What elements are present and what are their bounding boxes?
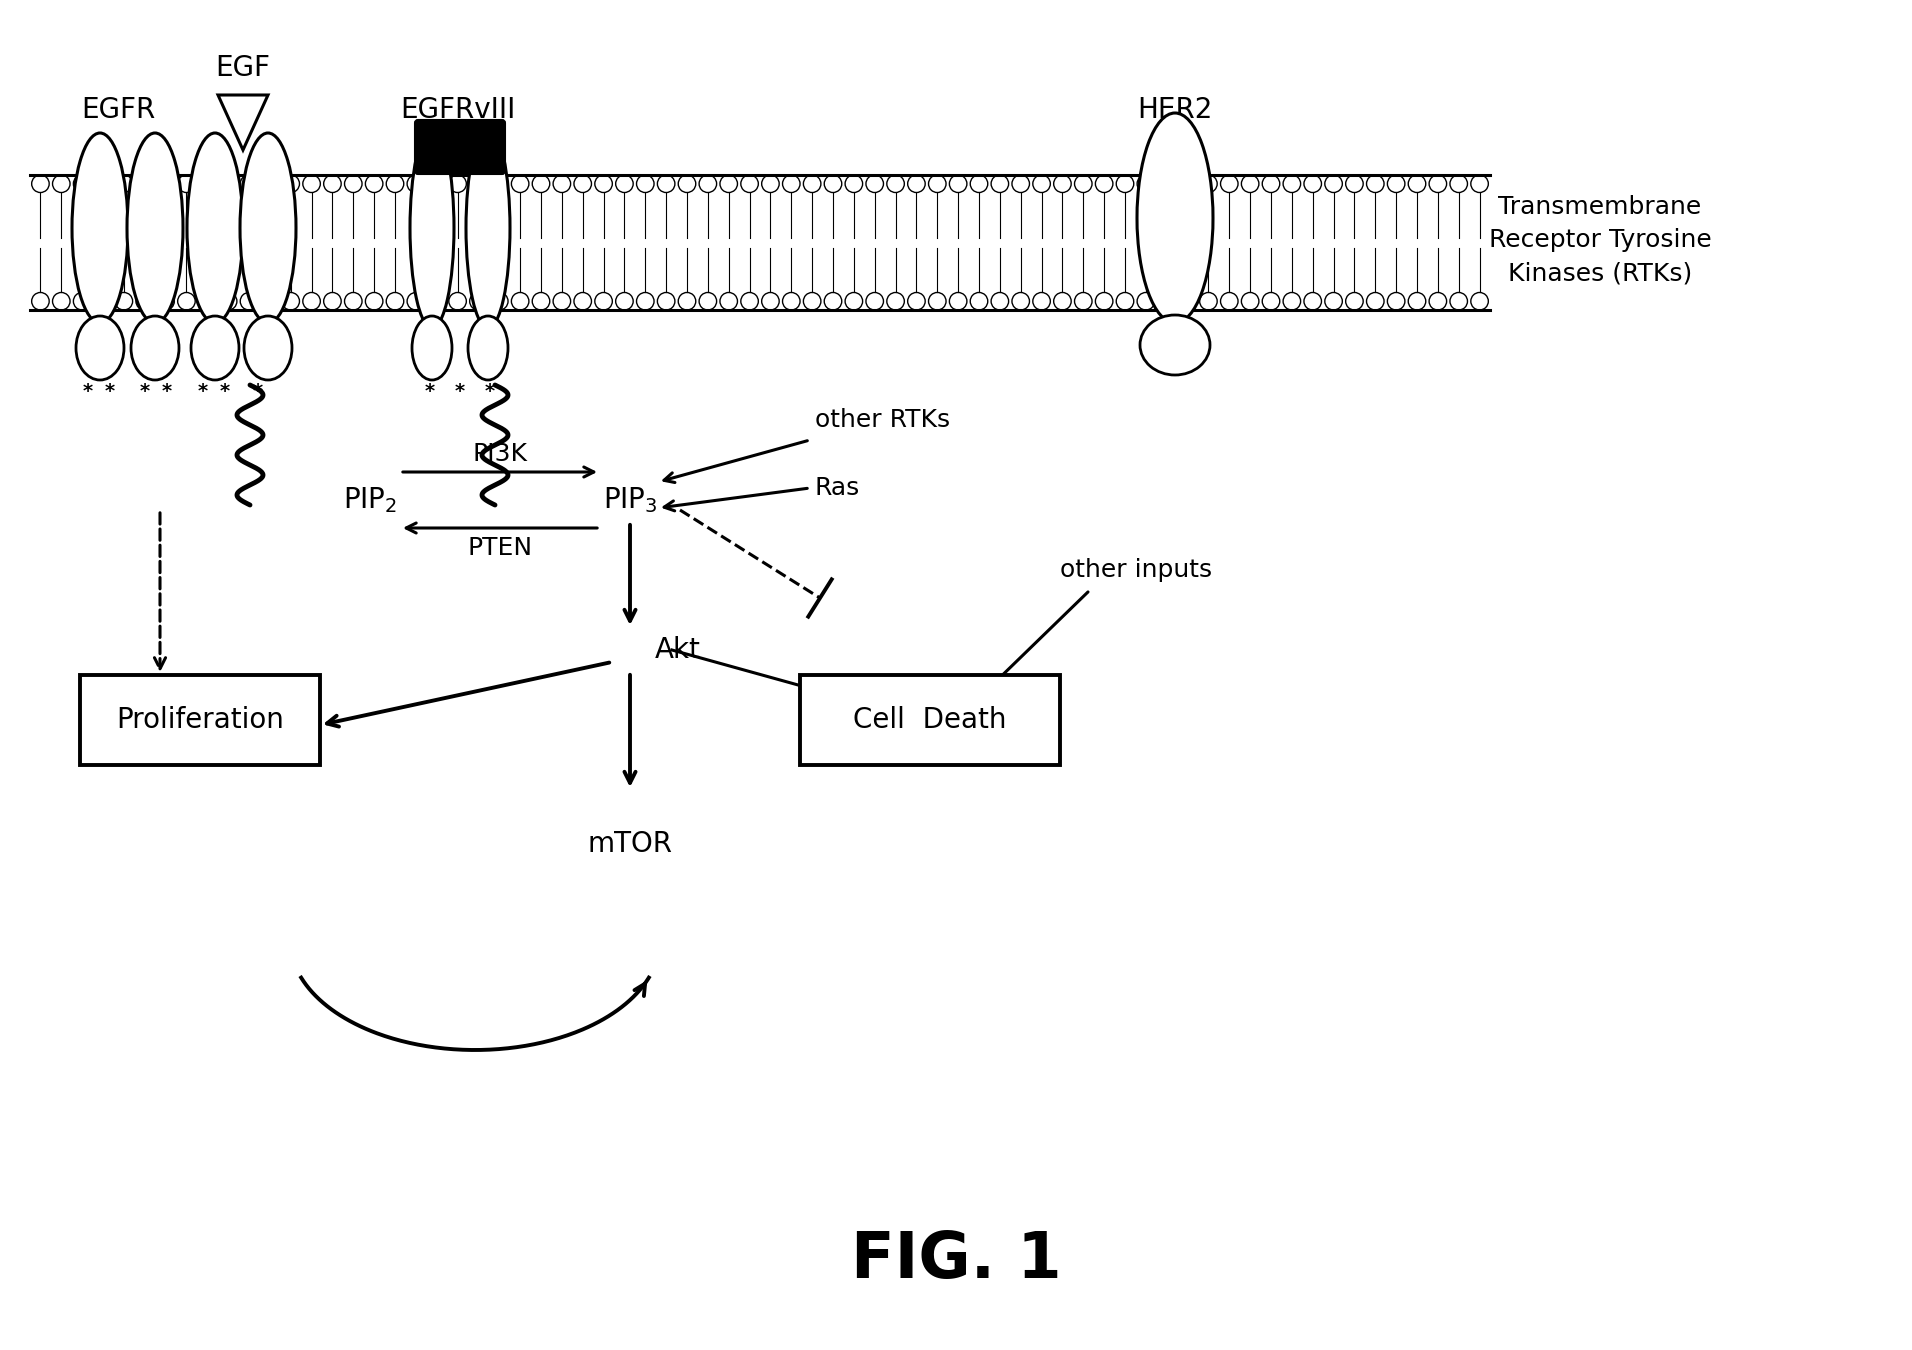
Text: *: * [105,382,115,401]
Ellipse shape [132,316,180,379]
Ellipse shape [187,134,243,323]
Text: Cell  Death: Cell Death [853,706,1008,734]
Ellipse shape [468,316,509,379]
Text: mTOR: mTOR [587,830,673,859]
Text: *: * [455,382,465,401]
FancyBboxPatch shape [415,120,505,174]
Text: FIG. 1: FIG. 1 [851,1228,1061,1291]
Text: other RTKs: other RTKs [815,408,950,432]
Ellipse shape [1138,113,1212,323]
Text: Ras: Ras [815,477,860,500]
Text: PIP$_3$: PIP$_3$ [602,485,658,514]
Ellipse shape [411,316,451,379]
Ellipse shape [126,134,184,323]
Text: EGF: EGF [216,54,270,82]
Ellipse shape [467,128,511,328]
Ellipse shape [1140,315,1210,375]
FancyBboxPatch shape [80,675,319,765]
Text: PTEN: PTEN [467,536,533,560]
Text: *: * [424,382,436,401]
Ellipse shape [245,316,293,379]
Text: *: * [220,382,229,401]
Text: *: * [252,382,264,401]
Ellipse shape [409,128,453,328]
Text: Transmembrane
Receptor Tyrosine
Kinases (RTKs): Transmembrane Receptor Tyrosine Kinases … [1489,194,1711,285]
Ellipse shape [191,316,239,379]
Text: PIP$_2$: PIP$_2$ [342,485,398,514]
Text: EGFRvIII: EGFRvIII [400,96,516,124]
Ellipse shape [73,134,128,323]
Text: Akt: Akt [656,636,702,664]
Text: EGFR: EGFR [80,96,155,124]
Text: *: * [140,382,149,401]
Text: Proliferation: Proliferation [117,706,285,734]
Text: PI3K: PI3K [472,441,528,466]
Text: HER2: HER2 [1138,96,1212,124]
Text: other inputs: other inputs [1059,558,1212,582]
Text: *: * [199,382,208,401]
Text: *: * [82,382,94,401]
FancyBboxPatch shape [799,675,1059,765]
Text: *: * [163,382,172,401]
Ellipse shape [76,316,124,379]
Text: *: * [486,382,495,401]
Ellipse shape [241,134,296,323]
